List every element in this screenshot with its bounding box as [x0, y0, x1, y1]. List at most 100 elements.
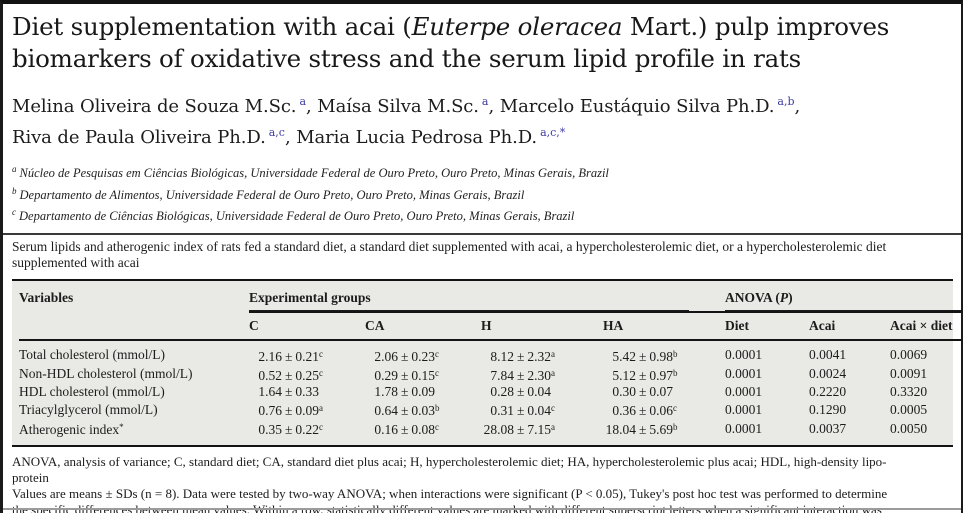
footnote-line: protein: [12, 469, 49, 485]
author-separator: ,: [284, 127, 297, 148]
value-mean: 2.16: [258, 348, 282, 364]
variable-label: Triacylglycerol (mmol/L): [19, 401, 158, 417]
value-superscript: c: [319, 422, 324, 433]
value-cell: 7.84 ±2.30a: [481, 365, 603, 384]
author-separator: ,: [306, 96, 318, 117]
value-mean: 0.64: [374, 403, 398, 419]
table-row: Non-HDL cholesterol (mmol/L) 0.52 ±0.25c 0.…: [19, 365, 961, 384]
value-mean: 5.12: [612, 367, 636, 383]
affiliation-marker: b: [12, 185, 17, 196]
value-mean: 5.42: [612, 348, 636, 364]
p-value-cell: 0.0069: [890, 347, 928, 362]
value-superscript: c: [319, 367, 324, 378]
author-name: Marcelo Eustáquio Silva Ph.D.: [499, 96, 775, 117]
value-mean: 0.76: [258, 403, 282, 419]
value-mean: 0.31: [490, 403, 514, 419]
value-sd: 0.98: [649, 348, 674, 364]
plus-minus-sign: ±: [639, 422, 647, 438]
affiliation-text: Núcleo de Pesquisas em Ciências Biológic…: [19, 166, 609, 180]
author-list: Melina Oliveira de Souza M.Sc. a, Maísa S…: [12, 89, 953, 151]
value-sd: 0.33: [295, 383, 320, 399]
value-cell: 0.52 ±0.25c: [249, 365, 365, 384]
value-mean: 0.36: [612, 403, 636, 419]
value-sd: 0.06: [649, 403, 674, 419]
value-superscript: b: [435, 403, 440, 414]
p-value-cell: 0.0024: [809, 366, 847, 382]
variable-label: HDL cholesterol (mmol/L): [19, 383, 165, 399]
plus-minus-sign: ±: [285, 367, 293, 383]
value-cell: 0.30 ±0.07: [603, 384, 725, 400]
value-mean: 1.64: [258, 383, 282, 399]
value-mean: 1.78: [374, 383, 398, 399]
table-caption: Serum lipids and atherogenic index of ra…: [12, 238, 887, 271]
value-superscript: c: [673, 403, 678, 414]
value-sd: 0.25: [295, 367, 320, 383]
value-superscript: a: [551, 422, 556, 433]
p-value-cell: 0.0041: [809, 347, 847, 362]
footnote-line: the specific differences between mean va…: [12, 502, 953, 513]
value-sd: 0.21: [295, 348, 320, 364]
plus-minus-sign: ±: [639, 383, 647, 399]
p-value-cell: 0.0050: [890, 420, 928, 436]
value-cell: 0.76 ±0.09a: [249, 400, 365, 419]
section-divider: [3, 232, 961, 235]
value-cell: 18.04 ±5.69b: [603, 419, 725, 444]
author-line: Melina Oliveira de Souza M.Sc. a, Maísa S…: [12, 89, 953, 120]
value-cell: 0.36 ±0.06c: [603, 400, 725, 419]
plus-minus-sign: ±: [285, 348, 293, 364]
plus-minus-sign: ±: [639, 367, 647, 383]
table-footnotes: ANOVA, analysis of variance; C, standard…: [12, 454, 953, 513]
value-superscript: c: [319, 348, 324, 359]
p-value-cell: 0.2220: [809, 383, 847, 399]
table-row: Atherogenic index* 0.35 ±0.22c 0.16 ±0.08c 28…: [19, 419, 961, 444]
plus-minus-sign: ±: [517, 348, 525, 364]
value-superscript: c: [435, 367, 440, 378]
value-superscript: a: [319, 403, 324, 414]
p-value-cell: 0.0001: [725, 347, 763, 362]
variable-cell: Non-HDL cholesterol (mmol/L): [19, 365, 249, 384]
variable-cell: Triacylglycerol (mmol/L): [19, 400, 249, 419]
variable-cell: HDL cholesterol (mmol/L): [19, 384, 249, 400]
p-value-cell: 0.0005: [890, 401, 928, 417]
column-header-h: H: [481, 311, 603, 341]
value-superscript: b: [673, 367, 678, 378]
value-mean: 7.84: [490, 367, 514, 383]
plus-minus-sign: ±: [285, 383, 293, 399]
plus-minus-sign: ±: [285, 422, 293, 438]
article-title: Diet supplementation with acai (Euterpe …: [12, 11, 953, 75]
column-header-acai: Acai: [809, 311, 891, 341]
value-mean: 0.35: [258, 422, 282, 438]
value-superscript: a: [551, 367, 556, 378]
author-separator: ,: [794, 96, 801, 117]
column-header-variables: Variables: [19, 280, 249, 341]
author-name: Riva de Paula Oliveira Ph.D.: [12, 127, 266, 148]
p-value-cell: 0.0001: [725, 383, 763, 399]
p-value-cell: 0.0091: [890, 366, 928, 382]
title-text-line2: biomarkers of oxidative stress and the s…: [12, 44, 802, 73]
value-sd: 7.15: [527, 422, 552, 438]
value-mean: 0.16: [374, 422, 398, 438]
p-value-cell: 0.0001: [725, 420, 763, 436]
value-cell: 28.08 ±7.15a: [481, 419, 603, 444]
title-text: Diet supplementation with acai (: [12, 12, 412, 41]
value-superscript: c: [435, 348, 440, 359]
results-table: Variables Experimental groups ANOVA (P) …: [19, 280, 961, 445]
variable-footnote-marker: *: [119, 422, 124, 433]
value-cell: 2.06 ±0.23c: [365, 340, 481, 365]
value-superscript: b: [673, 422, 678, 433]
author-separator: ,: [488, 96, 500, 117]
plus-minus-sign: ±: [517, 383, 525, 399]
affiliation-marker: c: [12, 207, 16, 217]
value-sd: 0.15: [411, 367, 436, 383]
table-group-header-row: Variables Experimental groups ANOVA (P): [19, 280, 961, 341]
author-affiliation-sup: a,c: [268, 126, 285, 139]
variable-cell: Total cholesterol (mmol/L): [19, 340, 249, 365]
plus-minus-sign: ±: [517, 422, 525, 438]
table-container: Variables Experimental groups ANOVA (P) …: [12, 278, 961, 447]
value-sd: 0.03: [411, 403, 436, 419]
value-sd: 5.69: [649, 422, 674, 438]
table-row: Total cholesterol (mmol/L) 2.16 ±0.21c 2.06…: [19, 340, 961, 365]
value-cell: 5.12 ±0.97b: [603, 365, 725, 384]
column-header-acai-diet: Acai × diet: [890, 311, 961, 341]
